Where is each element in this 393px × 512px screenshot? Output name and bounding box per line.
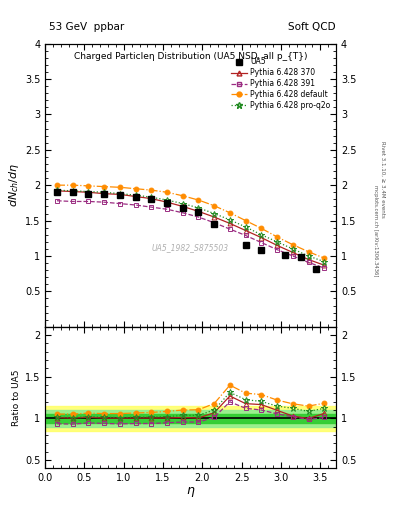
- Text: UA5_1982_S875503: UA5_1982_S875503: [152, 243, 229, 252]
- Y-axis label: $dN_{ch}/d\eta$: $dN_{ch}/d\eta$: [7, 163, 21, 207]
- Text: mcplots.cern.ch [arXiv:1306.3436]: mcplots.cern.ch [arXiv:1306.3436]: [373, 185, 378, 276]
- Legend: UA5, Pythia 6.428 370, Pythia 6.428 391, Pythia 6.428 default, Pythia 6.428 pro-: UA5, Pythia 6.428 370, Pythia 6.428 391,…: [229, 56, 332, 112]
- Text: 53 GeV  ppbar: 53 GeV ppbar: [49, 22, 124, 32]
- Text: Soft QCD: Soft QCD: [288, 22, 336, 32]
- Text: Rivet 3.1.10, ≥ 3.4M events: Rivet 3.1.10, ≥ 3.4M events: [381, 141, 386, 218]
- X-axis label: $\eta$: $\eta$: [186, 485, 195, 499]
- Y-axis label: Ratio to UA5: Ratio to UA5: [12, 369, 21, 426]
- Text: Charged Particleη Distribution (UA5 NSD, all p_{T}): Charged Particleη Distribution (UA5 NSD,…: [74, 52, 307, 61]
